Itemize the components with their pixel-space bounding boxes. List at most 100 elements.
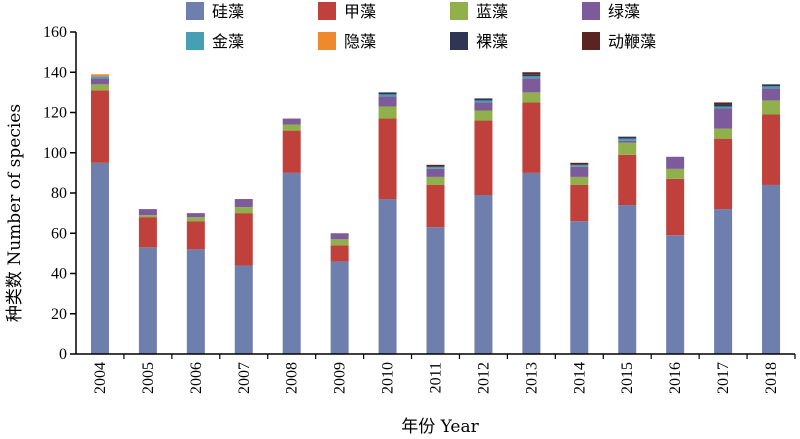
bar-segment xyxy=(234,199,253,208)
bar-segment xyxy=(618,154,637,206)
bar-segment xyxy=(378,118,397,200)
bar-segment xyxy=(570,166,589,177)
bar-segment xyxy=(714,138,733,210)
y-tick-label: 120 xyxy=(43,105,67,122)
legend-label: 金藻 xyxy=(212,32,244,51)
bar-segment xyxy=(474,102,493,111)
bar-segment xyxy=(330,239,349,246)
legend-swatch xyxy=(450,32,468,50)
bar-segment xyxy=(762,86,781,89)
bar-segment xyxy=(138,209,157,216)
legend-label: 动鞭藻 xyxy=(608,32,656,51)
y-tick-label: 100 xyxy=(43,145,67,162)
legend-label: 裸藻 xyxy=(476,32,508,51)
x-axis-label: 年份 Year xyxy=(401,417,479,437)
bar-segment xyxy=(618,138,637,141)
x-tick-label: 2005 xyxy=(140,362,157,394)
bar-segment xyxy=(426,176,445,185)
y-tick-label: 140 xyxy=(43,64,67,81)
bar-segment xyxy=(474,110,493,121)
bar-segment xyxy=(522,76,541,79)
bar-segment xyxy=(378,96,397,107)
bar-segment xyxy=(90,90,109,163)
bar-segment xyxy=(426,227,445,354)
bar-segment xyxy=(90,76,109,79)
bar-segment xyxy=(618,142,637,155)
bar-segment xyxy=(90,162,109,354)
bar-segment xyxy=(378,199,397,354)
bar-segment xyxy=(474,120,493,196)
bar-segment xyxy=(474,195,493,354)
y-tick-label: 40 xyxy=(51,266,67,283)
bar-segment xyxy=(618,136,637,139)
bar-segment xyxy=(762,184,781,354)
bar-segment xyxy=(138,215,157,218)
bar-segment xyxy=(90,84,109,91)
bar-segment xyxy=(618,205,637,354)
y-tick-label: 60 xyxy=(51,225,67,242)
bar-segment xyxy=(90,74,109,77)
bar-segment xyxy=(522,172,541,354)
bars xyxy=(90,72,781,354)
bar-segment xyxy=(474,98,493,101)
bar-segment xyxy=(714,104,733,107)
bar-segment xyxy=(570,221,589,354)
legend-label: 隐藻 xyxy=(344,32,376,51)
bar-segment xyxy=(570,162,589,165)
bar-segment xyxy=(714,106,733,109)
legend-swatch xyxy=(582,32,600,50)
bar-segment xyxy=(666,156,685,169)
x-tick-label: 2012 xyxy=(475,362,492,394)
bar-segment xyxy=(522,92,541,103)
bar-segment xyxy=(570,184,589,222)
x-tick-label: 2014 xyxy=(571,362,588,394)
bar-segment xyxy=(282,172,301,354)
x-tick-label: 2008 xyxy=(284,362,301,394)
bar-segment xyxy=(426,166,445,169)
legend-swatch xyxy=(186,2,204,20)
bar-segment xyxy=(234,213,253,266)
legend-swatch xyxy=(318,32,336,50)
bar-segment xyxy=(570,164,589,167)
bar-segment xyxy=(522,72,541,75)
bar-segment xyxy=(186,221,205,250)
bar-segment xyxy=(186,249,205,354)
x-tick-label: 2016 xyxy=(667,362,684,394)
bar-segment xyxy=(234,207,253,214)
legend-label: 硅藻 xyxy=(212,2,244,21)
x-tick-label: 2011 xyxy=(428,362,445,393)
bar-segment xyxy=(666,235,685,354)
bar-segment xyxy=(762,84,781,87)
bar-segment xyxy=(330,245,349,262)
x-tick-label: 2018 xyxy=(763,362,780,394)
bar-segment xyxy=(282,118,301,125)
legend-label: 蓝藻 xyxy=(476,2,508,21)
bar-segment xyxy=(666,178,685,236)
y-tick-label: 160 xyxy=(43,24,67,41)
y-tick-label: 0 xyxy=(59,346,67,363)
y-tick-label: 80 xyxy=(51,185,67,202)
y-tick-label: 20 xyxy=(51,306,67,323)
y-ticks: 0 20 40 60 80 100 120 140 160 xyxy=(43,24,76,363)
legend-swatch xyxy=(582,2,600,20)
bar-segment xyxy=(762,114,781,185)
bar-segment xyxy=(330,261,349,354)
bar-segment xyxy=(714,108,733,129)
bar-segment xyxy=(378,94,397,97)
bar-segment xyxy=(474,100,493,103)
bar-segment xyxy=(522,74,541,77)
bar-segment xyxy=(378,106,397,119)
bar-segment xyxy=(522,78,541,93)
legend-swatch xyxy=(450,2,468,20)
bar-segment xyxy=(714,128,733,139)
bar-segment xyxy=(186,217,205,222)
bar-segment xyxy=(714,102,733,105)
x-tick-label: 2007 xyxy=(236,362,253,394)
bar-segment xyxy=(282,130,301,173)
bar-segment xyxy=(762,100,781,115)
x-tick-label: 2009 xyxy=(332,362,349,394)
bar-segment xyxy=(762,88,781,101)
legend-label: 绿藻 xyxy=(608,2,640,21)
